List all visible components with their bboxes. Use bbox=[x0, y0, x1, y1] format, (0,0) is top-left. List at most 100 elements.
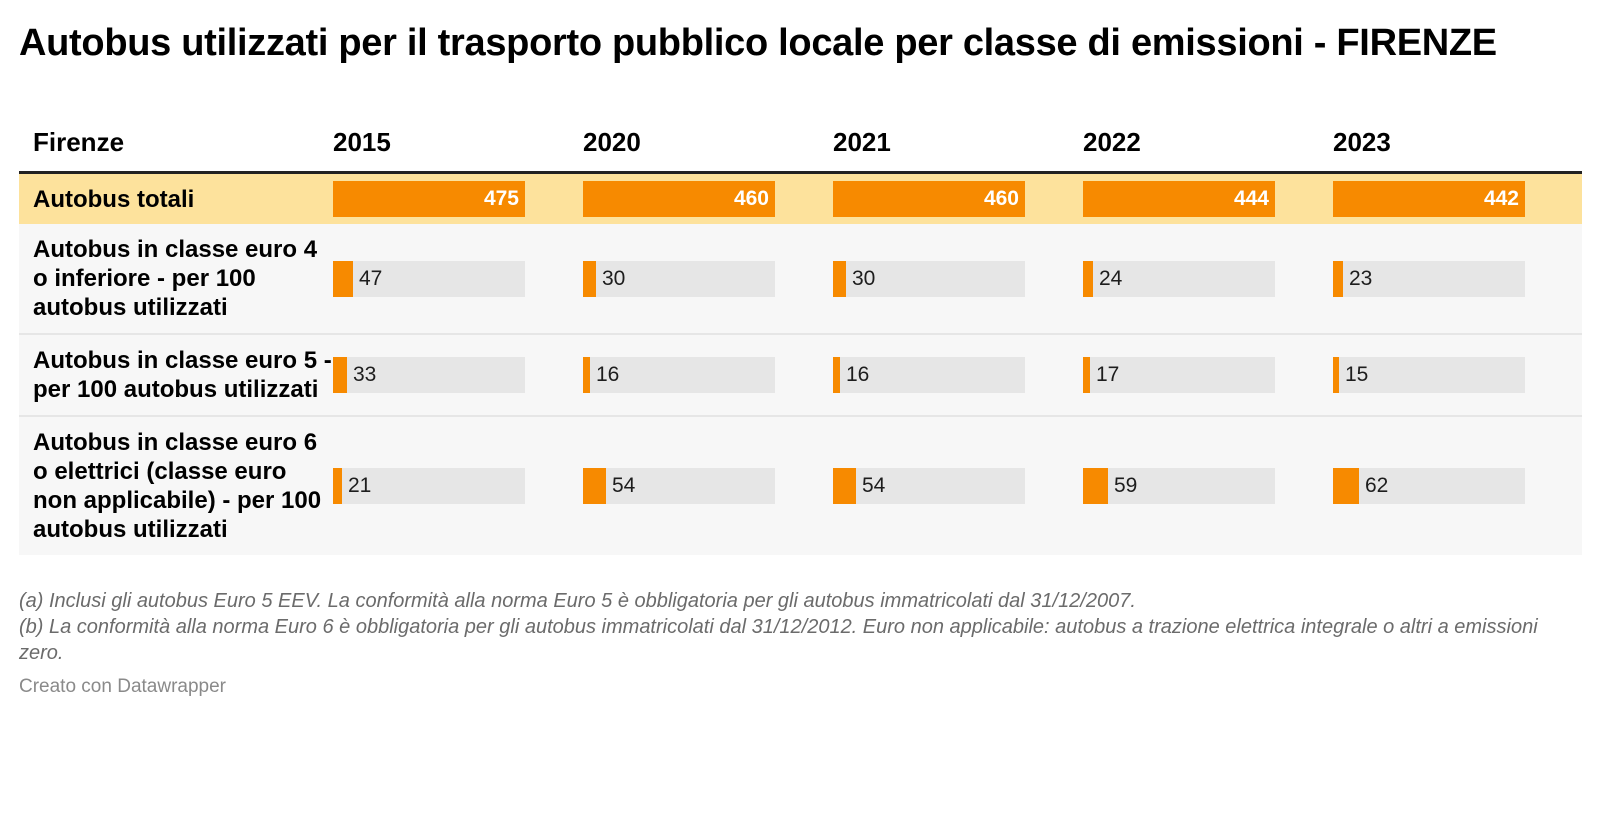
bar-track bbox=[1083, 260, 1275, 297]
bar-track bbox=[583, 468, 775, 504]
bar-track bbox=[833, 260, 1025, 297]
data-label: 59 bbox=[1114, 474, 1138, 497]
bar-cell: 460 bbox=[583, 181, 775, 217]
bar bbox=[1333, 181, 1525, 217]
table-cell: 460 bbox=[583, 172, 833, 224]
bar-cell: 54 bbox=[833, 468, 1025, 504]
bar-track bbox=[1333, 260, 1525, 297]
bar-cell: 444 bbox=[1083, 181, 1275, 217]
table-cell: 30 bbox=[583, 224, 833, 334]
data-label: 30 bbox=[852, 266, 876, 290]
bar bbox=[1333, 357, 1339, 393]
bar-cell: 17 bbox=[1083, 357, 1275, 393]
bar bbox=[583, 357, 590, 393]
bar-track bbox=[833, 357, 1025, 393]
chart-container: Autobus utilizzati per il trasporto pubb… bbox=[19, 22, 1582, 697]
bar-cell: 30 bbox=[833, 260, 1025, 297]
data-label: 62 bbox=[1365, 474, 1389, 497]
bar-cell: 442 bbox=[1333, 181, 1525, 217]
table-row: Autobus in classe euro 5 - per 100 autob… bbox=[19, 333, 1582, 416]
table-cell: 59 bbox=[1083, 415, 1333, 555]
footnote-a: (a) Inclusi gli autobus Euro 5 EEV. La c… bbox=[19, 590, 1136, 612]
bar bbox=[833, 468, 856, 504]
data-label: 460 bbox=[983, 187, 1019, 210]
table-cell: 17 bbox=[1083, 333, 1333, 416]
bar bbox=[583, 468, 606, 504]
bar-track bbox=[333, 468, 525, 504]
bar-cell: 59 bbox=[1083, 468, 1275, 504]
data-label: 21 bbox=[348, 474, 372, 497]
bar-track bbox=[833, 468, 1025, 504]
column-header-2020: 2020 bbox=[583, 113, 833, 174]
bar bbox=[1083, 181, 1275, 217]
bar-cell: 47 bbox=[333, 260, 525, 297]
bar-cell: 30 bbox=[583, 260, 775, 297]
data-label: 16 bbox=[846, 363, 870, 386]
header-label: Firenze bbox=[19, 113, 333, 174]
bar-cell: 16 bbox=[833, 357, 1025, 393]
table-cell: 460 bbox=[833, 172, 1083, 224]
table-cell: 23 bbox=[1333, 224, 1582, 334]
table-cell: 62 bbox=[1333, 415, 1582, 555]
bar-cell: 24 bbox=[1083, 260, 1275, 297]
table-cell: 47 bbox=[333, 224, 583, 334]
footnotes: (a) Inclusi gli autobus Euro 5 EEV. La c… bbox=[19, 588, 1582, 666]
bar bbox=[333, 468, 342, 504]
table-row: Autobus in classe euro 4 o inferiore - p… bbox=[19, 224, 1582, 334]
data-label: 460 bbox=[733, 187, 769, 210]
table-cell: 33 bbox=[333, 333, 583, 416]
data-label: 444 bbox=[1233, 187, 1269, 210]
data-label: 15 bbox=[1345, 363, 1369, 386]
chart-title: Autobus utilizzati per il trasporto pubb… bbox=[19, 22, 1497, 64]
bar bbox=[1333, 468, 1359, 504]
data-table: Firenze 2015 2020 2021 2022 2023 Autobus… bbox=[19, 113, 1582, 555]
bar-cell: 16 bbox=[583, 357, 775, 393]
data-label: 23 bbox=[1349, 266, 1373, 290]
bar bbox=[333, 260, 353, 297]
bar-cell: 62 bbox=[1333, 468, 1525, 504]
table-cell: 15 bbox=[1333, 333, 1582, 416]
header-row: Firenze 2015 2020 2021 2022 2023 bbox=[19, 113, 1582, 174]
data-label: 54 bbox=[862, 474, 886, 497]
bar-track bbox=[1333, 357, 1525, 393]
bar-track bbox=[1083, 468, 1275, 504]
bar-cell: 23 bbox=[1333, 260, 1525, 297]
bar-cell: 15 bbox=[1333, 357, 1525, 393]
data-label: 16 bbox=[596, 363, 620, 386]
table-cell: 21 bbox=[333, 415, 583, 555]
table-row: Autobus totali 475 460 460 444 442 bbox=[19, 172, 1582, 224]
bar bbox=[1083, 260, 1093, 297]
bar-track bbox=[583, 357, 775, 393]
bar-cell: 21 bbox=[333, 468, 525, 504]
table-cell: 16 bbox=[583, 333, 833, 416]
column-header-2015: 2015 bbox=[333, 113, 583, 174]
bar-cell: 475 bbox=[333, 181, 525, 217]
row-label: Autobus in classe euro 4 o inferiore - p… bbox=[19, 224, 333, 334]
table-cell: 54 bbox=[583, 415, 833, 555]
bar bbox=[1333, 260, 1343, 297]
bar bbox=[833, 260, 846, 297]
bar bbox=[833, 181, 1025, 217]
bar-track bbox=[333, 260, 525, 297]
data-label: 33 bbox=[353, 363, 377, 386]
bar-cell: 33 bbox=[333, 357, 525, 393]
bar bbox=[333, 357, 347, 393]
data-label: 30 bbox=[602, 266, 626, 290]
column-header-2022: 2022 bbox=[1083, 113, 1333, 174]
table-cell: 30 bbox=[833, 224, 1083, 334]
column-header-2023: 2023 bbox=[1333, 113, 1582, 174]
data-label: 17 bbox=[1096, 363, 1120, 386]
credit-link[interactable]: Creato con Datawrapper bbox=[19, 676, 226, 697]
row-label: Autobus in classe euro 6 o elettrici (cl… bbox=[19, 415, 333, 555]
data-label: 442 bbox=[1483, 187, 1519, 210]
table-cell: 24 bbox=[1083, 224, 1333, 334]
row-label: Autobus in classe euro 5 - per 100 autob… bbox=[19, 333, 333, 416]
table-cell: 442 bbox=[1333, 172, 1582, 224]
bar bbox=[333, 181, 525, 217]
bar-cell: 460 bbox=[833, 181, 1025, 217]
bar-track bbox=[333, 357, 525, 393]
data-label: 47 bbox=[359, 266, 383, 290]
footnote-b: (b) La conformità alla norma Euro 6 è ob… bbox=[19, 616, 1538, 664]
table-cell: 475 bbox=[333, 172, 583, 224]
bar bbox=[583, 260, 596, 297]
